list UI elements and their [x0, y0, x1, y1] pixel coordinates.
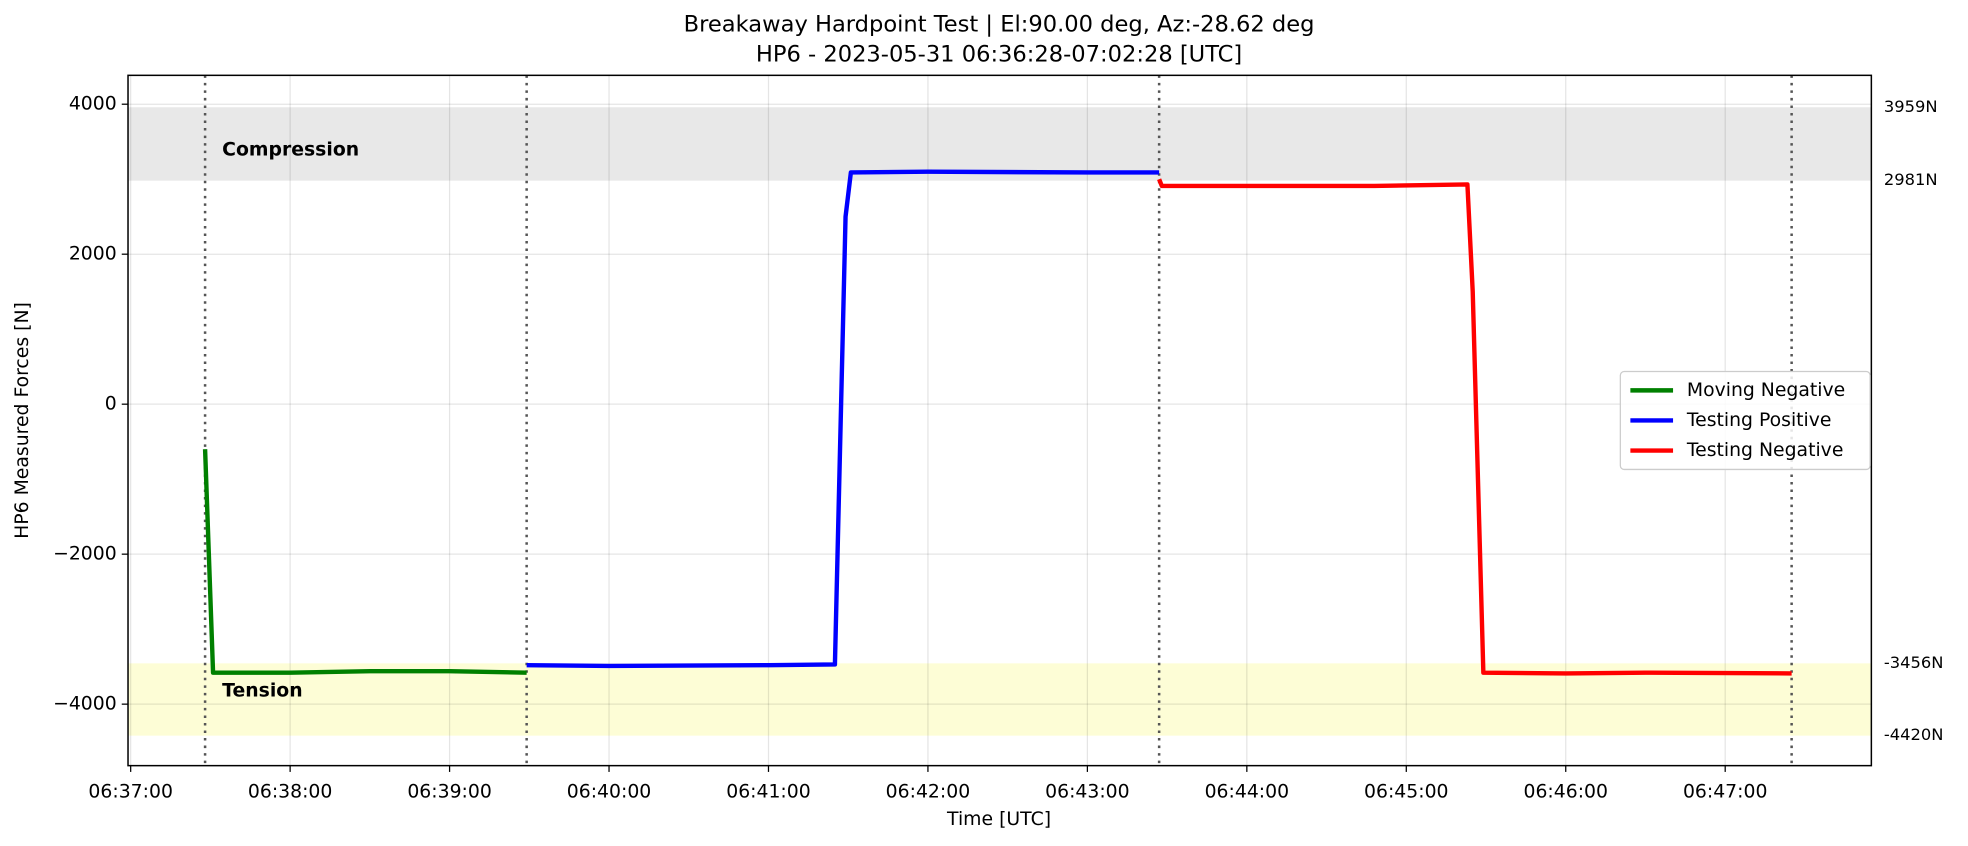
band	[128, 107, 1872, 181]
band-label: 2981N	[1884, 170, 1938, 189]
x-tick-label: 06:43:00	[1045, 782, 1130, 803]
x-tick-label: 06:47:00	[1683, 782, 1768, 803]
x-tick-label: 06:37:00	[88, 782, 172, 803]
x-tick-label: 06:46:00	[1523, 782, 1607, 803]
x-tick-label: 06:39:00	[407, 782, 491, 803]
y-tick-label: 0	[105, 394, 117, 415]
series-line	[526, 169, 1160, 669]
x-tick-label: 06:44:00	[1205, 782, 1290, 803]
series-line	[202, 449, 527, 675]
legend-box	[1619, 370, 1871, 471]
y-tick-label: −2000	[53, 544, 117, 565]
legend-label: Testing Positive	[1686, 410, 1832, 431]
x-axis-label: Time [UTC]	[946, 809, 1051, 830]
legend-label: Testing Negative	[1686, 440, 1844, 461]
x-tick-label: 06:41:00	[726, 782, 811, 803]
band-label: -3456N	[1884, 653, 1944, 672]
x-tick-label: 06:38:00	[248, 782, 333, 803]
x-tick-label: 06:45:00	[1364, 782, 1449, 803]
series-line	[1157, 178, 1792, 676]
annotation: Compression	[222, 139, 359, 160]
chart-title: Breakaway Hardpoint Test | El:90.00 deg,…	[684, 12, 1315, 38]
x-tick-label: 06:40:00	[567, 782, 652, 803]
annotation: Tension	[222, 680, 302, 701]
legend-label: Moving Negative	[1687, 380, 1845, 401]
y-tick-label: −4000	[53, 694, 117, 715]
y-axis-label: HP6 Measured Forces [N]	[12, 302, 33, 539]
y-tick-label: 2000	[69, 244, 117, 265]
chart-subtitle: HP6 - 2023-05-31 06:36:28-07:02:28 [UTC]	[756, 42, 1242, 68]
plot-frame	[127, 74, 1873, 767]
x-tick-label: 06:42:00	[886, 782, 971, 803]
band-label: -4420N	[1884, 725, 1944, 744]
band-label: 3959N	[1884, 97, 1938, 116]
y-tick-label: 4000	[69, 94, 117, 115]
